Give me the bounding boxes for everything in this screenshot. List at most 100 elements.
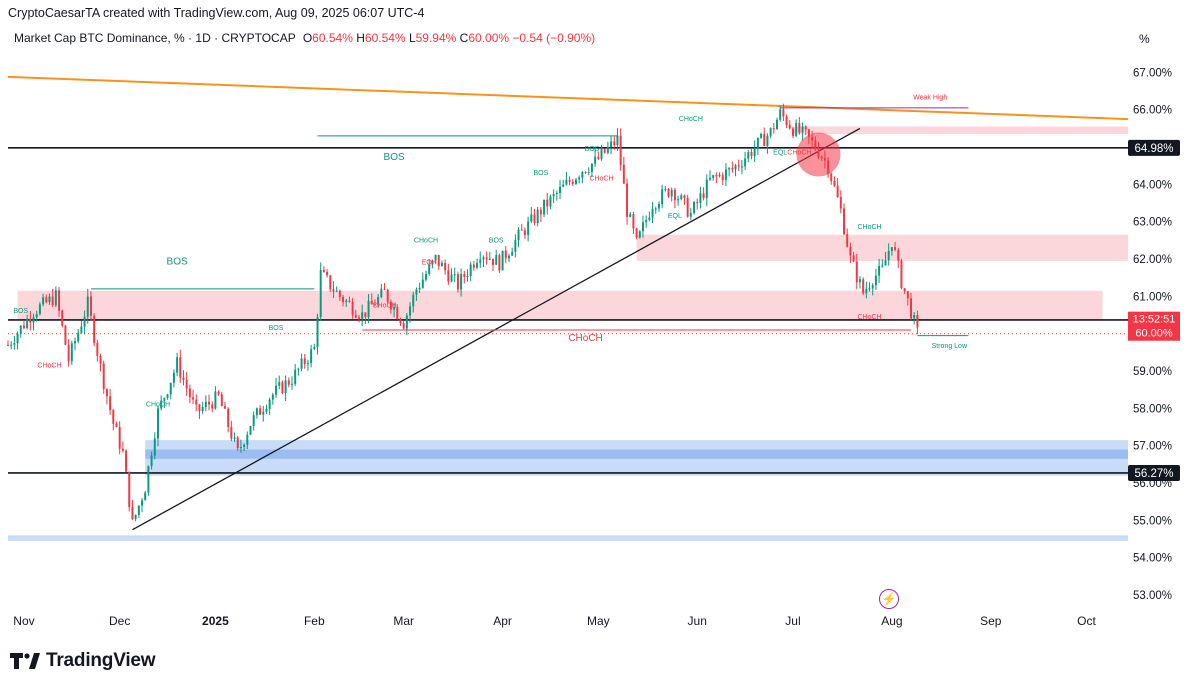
candle-body <box>469 264 472 276</box>
candle-body <box>262 411 265 415</box>
candle-body <box>884 260 887 266</box>
open-value: 60.54% <box>312 31 353 45</box>
candle-body <box>160 400 163 409</box>
candle-body <box>472 264 475 268</box>
candle-body <box>753 148 756 156</box>
candle-body <box>118 427 121 449</box>
candle-body <box>201 407 204 411</box>
candle-body <box>342 296 345 303</box>
tradingview-brand[interactable]: TradingView <box>10 650 156 672</box>
annotation-choch: CHoCH <box>37 362 61 369</box>
interval[interactable]: 1D <box>195 31 211 45</box>
candle-body <box>498 255 501 271</box>
candle-body <box>667 188 670 197</box>
candle-body <box>121 448 124 451</box>
candle-body <box>629 214 632 217</box>
candle-body <box>520 229 523 231</box>
lightning-icon[interactable]: ⚡ <box>879 589 899 609</box>
candle-body <box>565 179 568 185</box>
candle-body <box>195 399 198 405</box>
candle-body <box>7 344 9 346</box>
annotation-bos: BOS <box>384 152 405 163</box>
candle-body <box>543 199 546 215</box>
candle-body <box>622 164 625 184</box>
candle-body <box>319 270 322 317</box>
candle-body <box>370 300 373 305</box>
candle-body <box>865 288 868 294</box>
candle-body <box>626 183 629 217</box>
candle-body <box>220 394 223 407</box>
candle-body <box>326 272 329 276</box>
annotation-eql: EQL <box>668 213 682 220</box>
candle-body <box>156 408 159 439</box>
candle-body <box>22 325 25 329</box>
candle-body <box>740 166 743 168</box>
candle-body <box>428 264 431 275</box>
candle-body <box>453 274 456 276</box>
candle-body <box>763 134 766 146</box>
candle-body <box>715 175 718 177</box>
candle-body <box>38 304 41 315</box>
candle-body <box>290 383 293 385</box>
x-tick-label: Jun <box>688 614 707 628</box>
candle-body <box>539 209 542 215</box>
annotation-choch: CHoCH <box>857 314 881 321</box>
candle-body <box>252 415 255 426</box>
y-tick-label: 59.00% <box>1133 366 1172 378</box>
candle-body <box>858 279 861 283</box>
candle-body <box>144 492 147 501</box>
candle-body <box>546 199 549 207</box>
supply-zone-2 <box>792 126 1128 134</box>
x-tick-label: Dec <box>109 614 130 628</box>
price-chart[interactable]: BOS CHoCH BOS CHoCH BOS BOS CHoCH CHoCH EQH BOS BO… <box>0 40 1200 640</box>
candle-body <box>109 396 112 411</box>
annotation-bos: BOS <box>167 257 188 268</box>
candle-body <box>83 316 86 327</box>
candle-body <box>303 358 306 365</box>
candle-body <box>495 255 498 265</box>
axis-unit-label: % <box>1139 32 1150 46</box>
candle-body <box>913 315 916 319</box>
y-tick-label: 66.00% <box>1133 105 1172 117</box>
y-tick-label: 64.00% <box>1133 179 1172 191</box>
y-tick-label: 61.00% <box>1133 291 1172 303</box>
candle-body <box>61 310 64 326</box>
candle-body <box>597 156 600 159</box>
candle-body <box>421 279 424 288</box>
candle-body <box>386 289 389 302</box>
level-tag-bg <box>1128 139 1180 156</box>
candle-body <box>476 262 479 268</box>
candle-body <box>747 151 750 159</box>
candle-body <box>731 168 734 170</box>
y-tick-label: 58.00% <box>1133 403 1172 415</box>
candle-body <box>619 135 622 165</box>
candle-body <box>776 119 778 130</box>
candle-body <box>523 230 526 236</box>
trendline-1 <box>132 127 861 531</box>
candle-body <box>587 172 590 174</box>
candle-body <box>99 355 102 364</box>
y-tick-label: 63.00% <box>1133 217 1172 229</box>
candle-body <box>141 500 144 506</box>
candle-body <box>440 263 443 267</box>
candle-body <box>19 325 22 334</box>
candle-body <box>176 357 179 373</box>
candle-body <box>594 156 597 164</box>
candle-body <box>645 219 648 223</box>
candle-body <box>230 426 233 439</box>
candle-body <box>574 179 577 184</box>
x-tick-label: Nov <box>13 614 34 628</box>
candle-body <box>294 369 297 384</box>
candle-body <box>105 389 108 397</box>
candle-body <box>890 247 893 251</box>
x-tick-label: Feb <box>304 614 325 628</box>
candles-layer <box>7 103 919 522</box>
candle-body <box>361 312 364 319</box>
candle-body <box>801 126 804 133</box>
candle-body <box>431 260 434 265</box>
candle-body <box>456 274 459 290</box>
candle-body <box>881 265 884 267</box>
symbol-name[interactable]: Market Cap BTC Dominance, % <box>14 31 185 45</box>
candle-body <box>737 165 740 167</box>
candle-body <box>134 514 137 519</box>
